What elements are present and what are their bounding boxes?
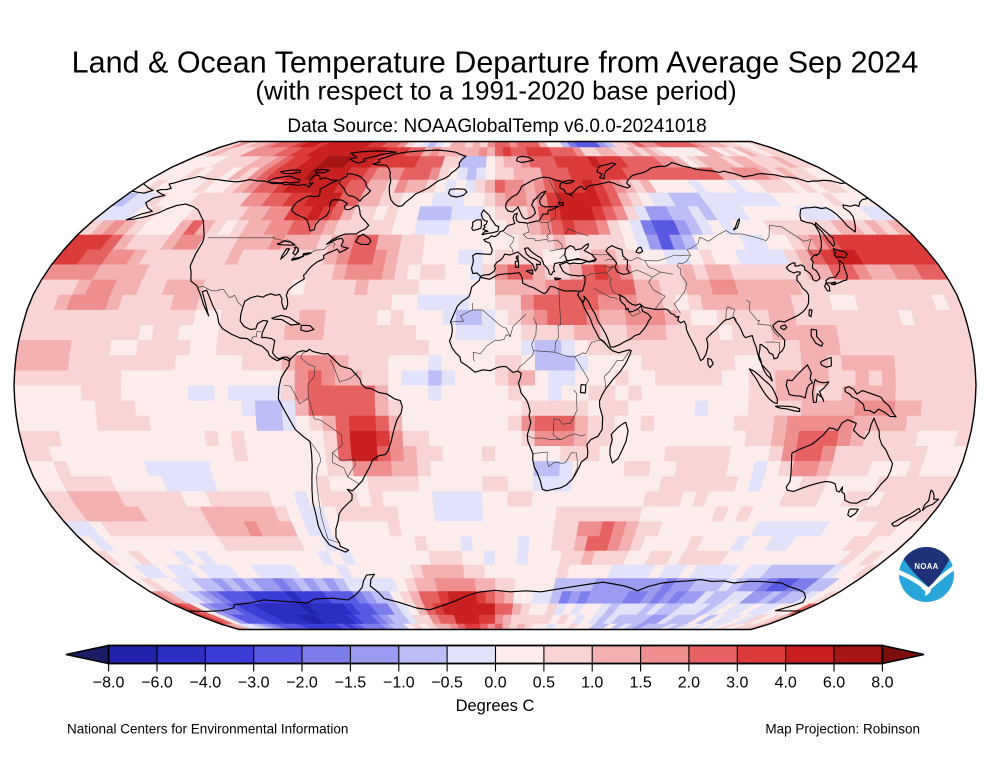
svg-text:−4.0: −4.0	[190, 675, 222, 692]
svg-text:8.0: 8.0	[871, 675, 893, 692]
svg-text:−8.0: −8.0	[93, 675, 125, 692]
svg-text:1.0: 1.0	[581, 675, 603, 692]
svg-text:−1.5: −1.5	[335, 675, 367, 692]
svg-text:2.0: 2.0	[678, 675, 700, 692]
svg-text:−0.5: −0.5	[431, 675, 463, 692]
svg-text:(with respect to a 1991-2020 b: (with respect to a 1991-2020 base period…	[255, 76, 736, 106]
svg-text:−3.0: −3.0	[238, 675, 270, 692]
svg-text:3.0: 3.0	[726, 675, 748, 692]
svg-text:−2.0: −2.0	[286, 675, 318, 692]
svg-text:0.0: 0.0	[484, 675, 506, 692]
svg-text:NOAA: NOAA	[914, 562, 938, 571]
svg-text:National Centers for Environme: National Centers for Environmental Infor…	[67, 722, 348, 737]
svg-text:−1.0: −1.0	[383, 675, 415, 692]
svg-text:Map Projection: Robinson: Map Projection: Robinson	[765, 722, 920, 737]
svg-text:0.5: 0.5	[533, 675, 555, 692]
svg-text:−6.0: −6.0	[141, 675, 173, 692]
svg-text:Land & Ocean Temperature Depar: Land & Ocean Temperature Departure from …	[72, 46, 919, 80]
svg-text:4.0: 4.0	[775, 675, 797, 692]
svg-text:6.0: 6.0	[823, 675, 845, 692]
svg-text:Data Source: NOAAGlobalTemp v6: Data Source: NOAAGlobalTemp v6.0.0-20241…	[287, 116, 706, 137]
svg-text:1.5: 1.5	[629, 675, 651, 692]
svg-text:Degrees C: Degrees C	[456, 697, 535, 715]
